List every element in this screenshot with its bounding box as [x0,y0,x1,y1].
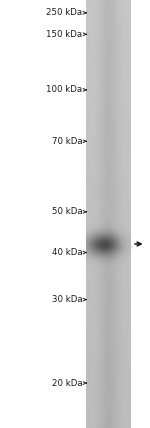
Text: 150 kDa: 150 kDa [46,30,82,39]
Text: WWW.PTGLAB.COM: WWW.PTGLAB.COM [83,175,133,253]
Text: 50 kDa: 50 kDa [52,207,83,217]
Text: 70 kDa: 70 kDa [52,137,83,146]
Text: 100 kDa: 100 kDa [46,85,82,95]
Text: 250 kDa: 250 kDa [46,8,82,18]
Text: 20 kDa: 20 kDa [52,378,83,388]
Text: 40 kDa: 40 kDa [52,248,83,257]
Text: 30 kDa: 30 kDa [52,295,83,304]
